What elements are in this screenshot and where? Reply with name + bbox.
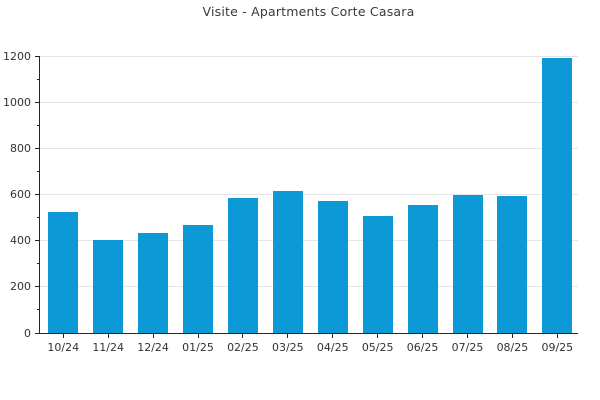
x-tick-label: 07/25 — [451, 341, 484, 354]
x-tick-label: 06/25 — [406, 341, 439, 354]
x-tick-label: 05/25 — [361, 341, 394, 354]
y-gridline — [39, 101, 578, 103]
bar — [317, 201, 348, 333]
x-tick — [556, 334, 558, 338]
bar — [227, 197, 258, 333]
x-tick-label: 09/25 — [541, 341, 574, 354]
x-tick — [242, 334, 244, 338]
bar — [48, 211, 79, 333]
x-tick — [422, 334, 424, 338]
y-gridline — [39, 147, 578, 149]
y-major-tick — [35, 55, 39, 57]
x-tick — [511, 334, 513, 338]
bar — [272, 191, 303, 333]
x-tick-label: 03/25 — [271, 341, 304, 354]
x-tick-label: 10/24 — [47, 341, 80, 354]
y-minor-tick — [36, 263, 39, 265]
x-tick — [377, 334, 379, 338]
y-major-tick — [35, 240, 39, 242]
bar — [497, 195, 528, 333]
x-tick-label: 01/25 — [182, 341, 214, 354]
y-major-tick — [35, 101, 39, 103]
x-tick-label: 08/25 — [496, 341, 529, 354]
y-minor-tick — [36, 124, 39, 126]
x-axis-line — [39, 333, 578, 334]
x-tick-label: 04/25 — [316, 341, 349, 354]
y-tick-label: 1200 — [3, 49, 31, 63]
bar — [542, 58, 573, 333]
bar — [183, 224, 213, 333]
x-tick — [197, 334, 199, 338]
x-tick — [152, 334, 154, 338]
y-minor-tick — [36, 309, 39, 311]
y-tick-label: 600 — [10, 188, 31, 201]
y-tick-label: 200 — [10, 280, 31, 294]
x-tick — [332, 334, 334, 338]
y-tick-label: 1000 — [3, 95, 31, 109]
bar — [93, 239, 124, 333]
y-major-tick — [35, 147, 39, 149]
bar — [407, 204, 438, 333]
y-minor-tick — [36, 170, 39, 172]
bar — [138, 232, 169, 333]
y-tick-label: 0 — [24, 326, 31, 340]
y-gridline — [39, 240, 578, 242]
y-major-tick — [35, 332, 39, 334]
x-tick-label: 12/24 — [137, 341, 169, 354]
x-tick — [467, 334, 468, 338]
bar — [452, 194, 483, 333]
x-tick-label: 02/25 — [227, 341, 259, 354]
y-gridline — [39, 55, 578, 57]
bar — [362, 216, 393, 333]
y-gridline — [39, 194, 578, 195]
y-gridline — [39, 286, 578, 288]
y-major-tick — [35, 286, 39, 288]
y-tick-label: 800 — [10, 141, 31, 155]
y-major-tick — [35, 194, 39, 195]
x-tick — [62, 334, 64, 338]
y-axis-line — [39, 56, 40, 334]
y-minor-tick — [36, 217, 39, 219]
x-tick — [107, 334, 109, 338]
chart-title: Visite - Apartments Corte Casara — [202, 4, 415, 19]
y-tick-label: 400 — [10, 234, 31, 248]
y-minor-tick — [36, 78, 39, 80]
x-tick-label: 11/24 — [92, 341, 125, 354]
x-tick — [287, 334, 289, 338]
